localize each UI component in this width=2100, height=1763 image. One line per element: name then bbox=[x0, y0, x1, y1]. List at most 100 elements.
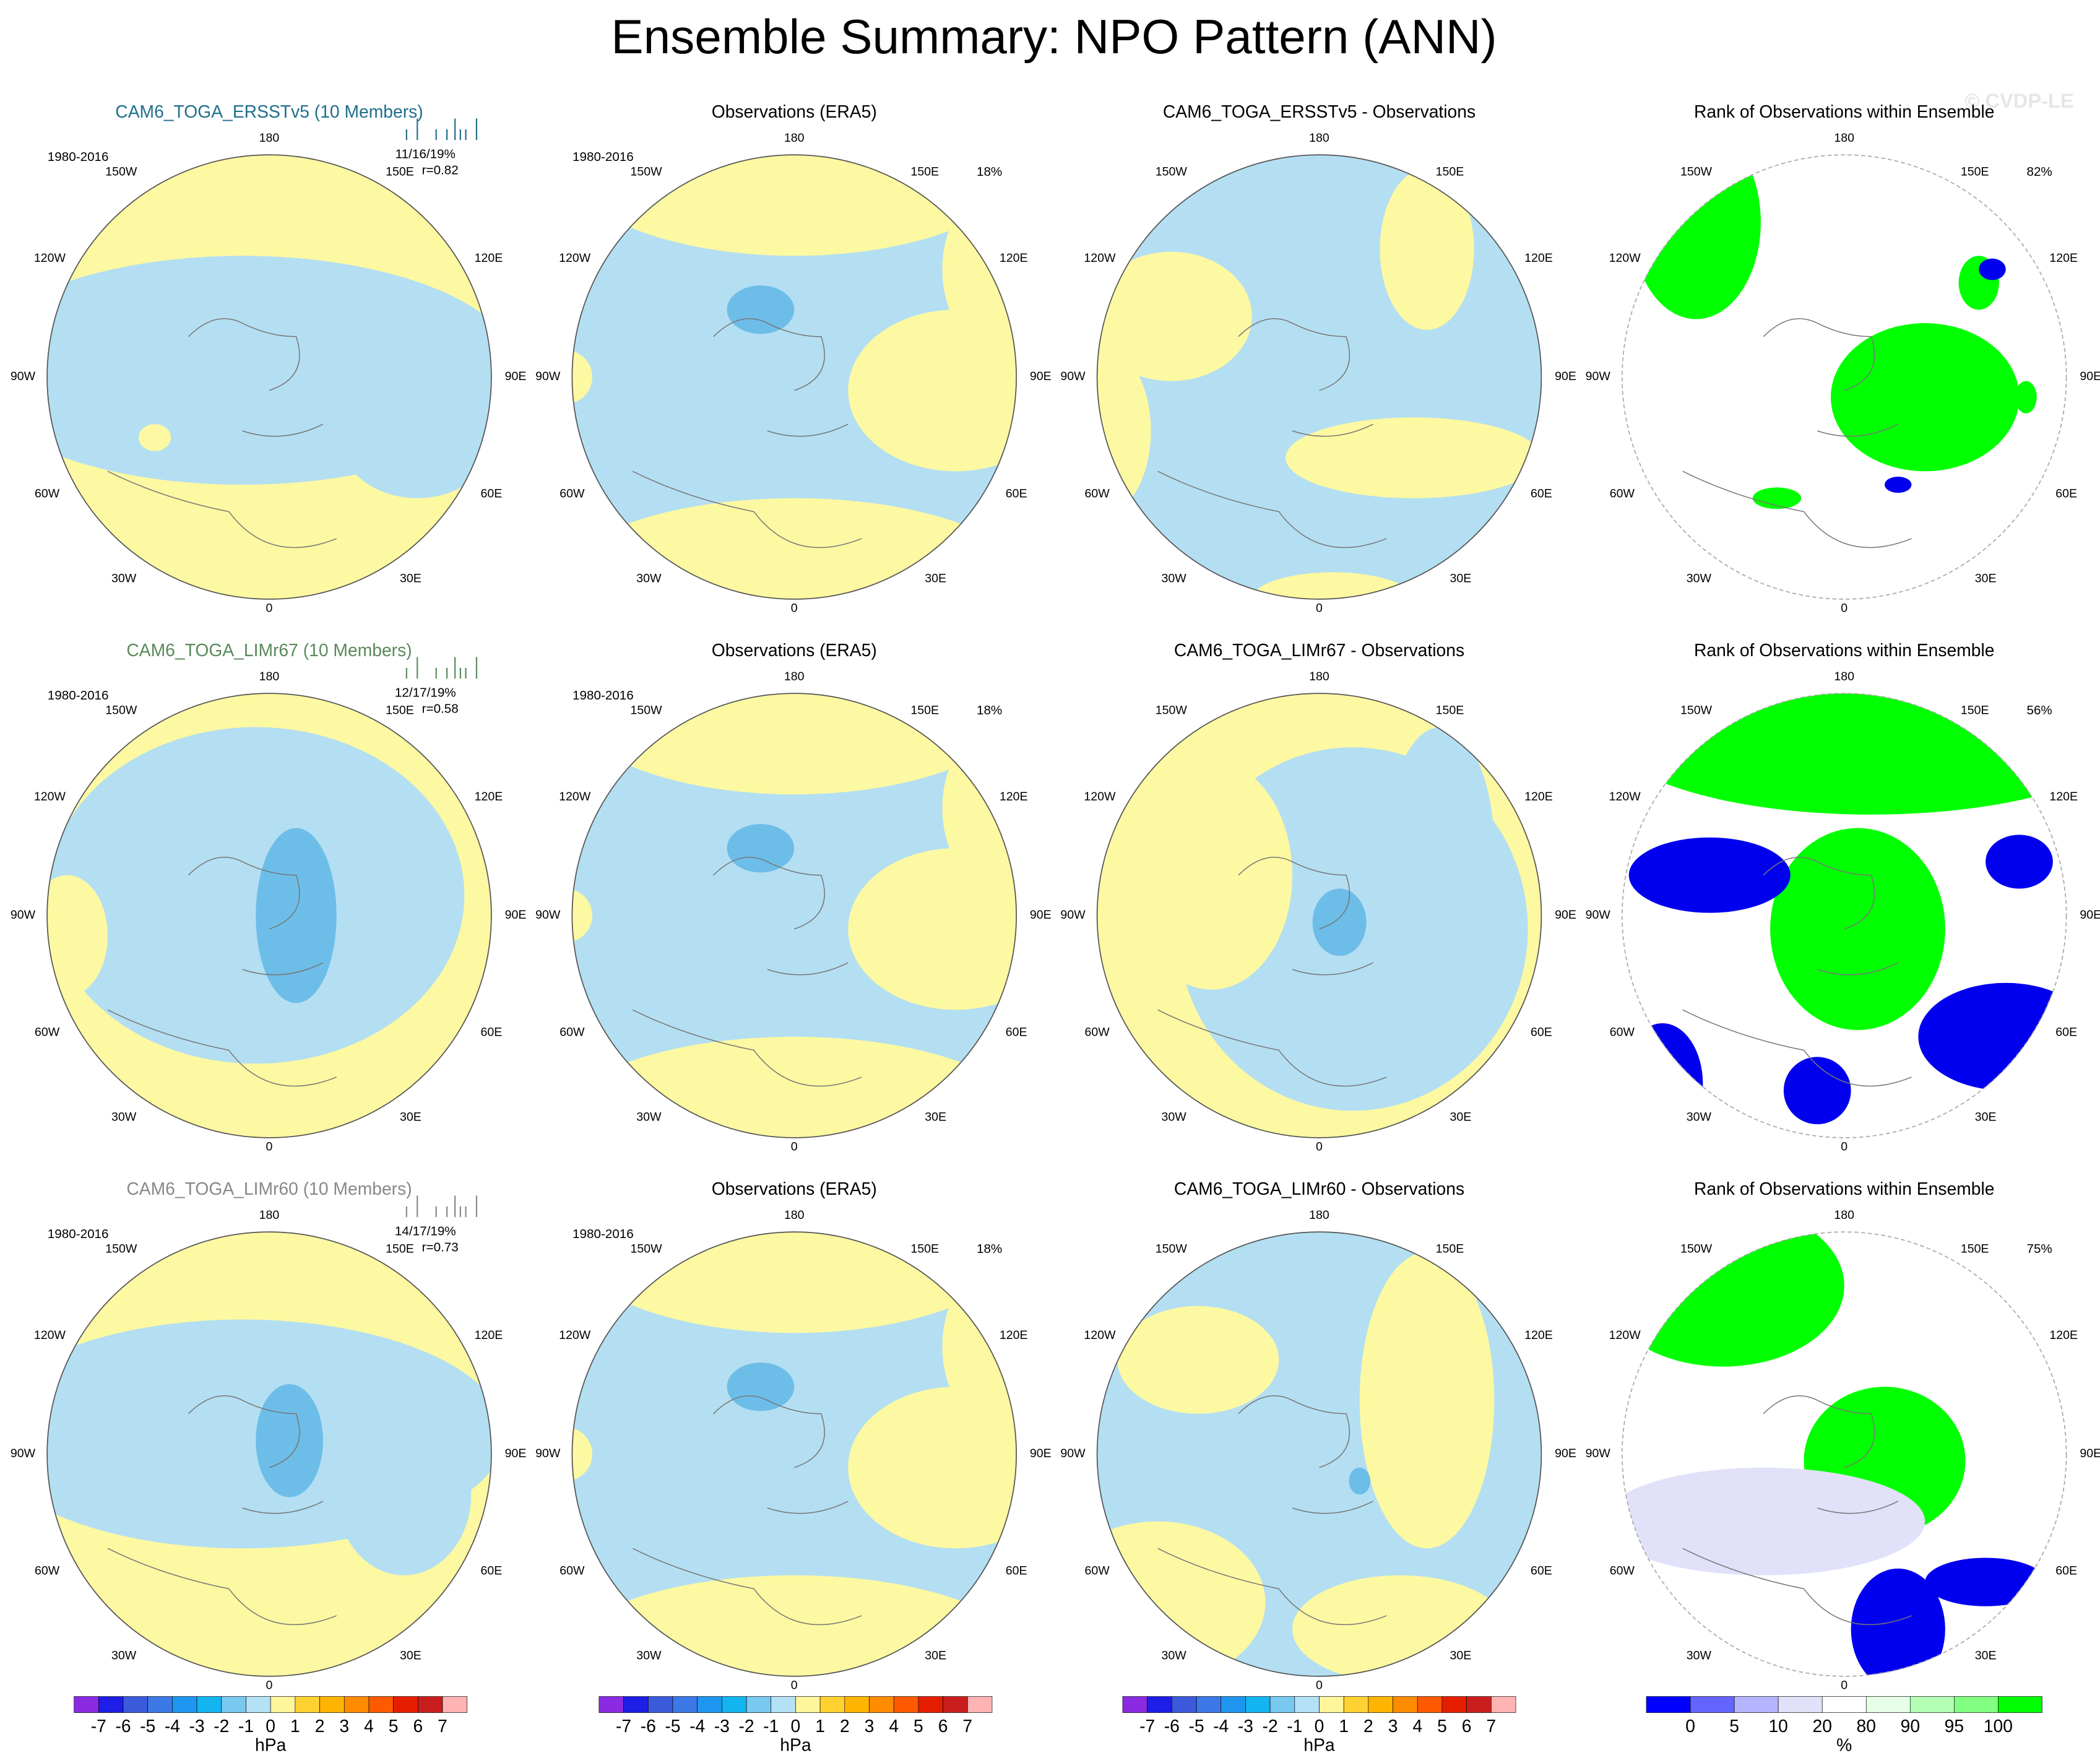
longitude-label: 90E bbox=[505, 370, 527, 383]
map-region bbox=[1349, 1467, 1371, 1495]
colorbar-label: 80 bbox=[1857, 1716, 1876, 1736]
longitude-label: 0 bbox=[1841, 1140, 1847, 1153]
map-outline bbox=[1096, 1231, 1542, 1677]
longitude-label: 90E bbox=[1030, 908, 1052, 922]
colorbar-label: 4 bbox=[889, 1716, 899, 1736]
colorbar-box bbox=[722, 1696, 747, 1713]
longitude-label: 150W bbox=[630, 165, 662, 179]
colorbar-box bbox=[270, 1696, 296, 1713]
colorbar-box bbox=[172, 1696, 197, 1713]
colorbar-label: 7 bbox=[438, 1716, 447, 1736]
longitude-label: 120W bbox=[1609, 790, 1641, 804]
longitude-label: 30W bbox=[636, 1648, 662, 1662]
colorbar-box bbox=[221, 1696, 246, 1713]
longitude-label: 0 bbox=[1316, 1678, 1323, 1692]
map-region bbox=[47, 727, 465, 1064]
colorbar-box bbox=[1998, 1696, 2042, 1713]
colorbar-box bbox=[623, 1696, 649, 1713]
longitude-label: 30W bbox=[1161, 1648, 1186, 1662]
stats-label: 12/17/19% bbox=[395, 686, 456, 700]
colorbar-label: 20 bbox=[1812, 1716, 1831, 1736]
map-region bbox=[727, 285, 795, 334]
longitude-label: 30W bbox=[1687, 571, 1712, 585]
panel-title: CAM6_TOGA_ERSSTv5 - Observations bbox=[1163, 102, 1476, 121]
colorbar-box bbox=[418, 1696, 443, 1713]
stats-label: 11/16/19% bbox=[395, 147, 456, 162]
coastline bbox=[1682, 318, 1912, 548]
longitude-label: 30E bbox=[1450, 1110, 1471, 1124]
correlation-label: r=0.82 bbox=[422, 163, 459, 178]
longitude-label: 30E bbox=[1975, 1648, 1997, 1662]
longitude-label: 120E bbox=[1000, 251, 1028, 265]
panel-title: Observations (ERA5) bbox=[712, 102, 877, 121]
longitude-label: 150E bbox=[910, 1242, 939, 1256]
longitude-label: 150E bbox=[1436, 165, 1464, 179]
colorbar-box bbox=[295, 1696, 320, 1713]
longitude-label: 30W bbox=[1161, 571, 1186, 585]
longitude-label: 150W bbox=[1156, 1242, 1188, 1256]
longitude-label: 0 bbox=[1316, 1140, 1323, 1153]
figure-title: Ensemble Summary: NPO Pattern (ANN) bbox=[611, 9, 1497, 64]
longitude-label: 30W bbox=[636, 571, 662, 585]
longitude-label: 90E bbox=[1030, 370, 1052, 383]
percent-label: 18% bbox=[977, 1242, 1002, 1256]
map-region bbox=[1117, 1306, 1279, 1414]
longitude-label: 60E bbox=[2055, 1025, 2077, 1039]
percent-label: 56% bbox=[2026, 703, 2052, 717]
longitude-label: 120W bbox=[559, 251, 591, 265]
longitude-label: 150E bbox=[1436, 704, 1464, 717]
longitude-label: 60E bbox=[1531, 1564, 1552, 1577]
colorbar-box bbox=[1294, 1696, 1320, 1713]
longitude-label: 120E bbox=[475, 1328, 503, 1342]
period-label: 1980-2016 bbox=[573, 150, 634, 164]
longitude-label: 90W bbox=[1586, 370, 1611, 383]
map-fill bbox=[47, 1232, 491, 1676]
percent-label: 18% bbox=[977, 165, 1002, 179]
longitude-label: 180 bbox=[784, 1208, 805, 1222]
longitude-label: 150W bbox=[630, 1242, 662, 1256]
map-region bbox=[1622, 1467, 1925, 1575]
colorbar-label: 3 bbox=[865, 1716, 875, 1736]
coastline bbox=[1157, 857, 1387, 1087]
longitude-label: 150E bbox=[1961, 1242, 1989, 1256]
map-panel bbox=[1097, 155, 1542, 599]
longitude-label: 90E bbox=[505, 908, 527, 922]
colorbar-box bbox=[368, 1696, 394, 1713]
colorbar-label: -1 bbox=[763, 1716, 779, 1736]
period-label: 1980-2016 bbox=[573, 1227, 634, 1241]
longitude-label: 120W bbox=[1084, 1328, 1116, 1342]
map-region bbox=[1097, 251, 1252, 381]
longitude-label: 150E bbox=[1961, 704, 1989, 717]
colorbar-box bbox=[1646, 1696, 1691, 1713]
map-outline bbox=[1622, 693, 2067, 1138]
map-outline bbox=[46, 154, 492, 600]
panel-title: CAM6_TOGA_LIMr67 (10 Members) bbox=[126, 640, 412, 660]
colorbar-label: -3 bbox=[189, 1716, 205, 1736]
longitude-label: 120E bbox=[1524, 790, 1553, 804]
longitude-label: 120E bbox=[2049, 1328, 2078, 1342]
map-region bbox=[572, 1036, 1017, 1138]
longitude-label: 30E bbox=[400, 1110, 421, 1124]
colorbar-box bbox=[943, 1696, 968, 1713]
colorbar-label: 2 bbox=[840, 1716, 850, 1736]
longitude-label: 180 bbox=[1309, 131, 1329, 145]
correlation-label: r=0.73 bbox=[422, 1241, 459, 1255]
colorbar-box bbox=[844, 1696, 870, 1713]
colorbar-box bbox=[1221, 1696, 1246, 1713]
map-panel bbox=[572, 155, 1017, 599]
panel-title: CAM6_TOGA_ERSSTv5 (10 Members) bbox=[115, 102, 423, 121]
coastline bbox=[632, 318, 862, 548]
longitude-label: 90E bbox=[505, 1447, 527, 1460]
colorbar-box bbox=[795, 1696, 821, 1713]
map-panel bbox=[47, 1232, 491, 1676]
longitude-label: 150E bbox=[1436, 1242, 1464, 1256]
longitude-label: 150W bbox=[1156, 704, 1188, 717]
map-region bbox=[1131, 760, 1292, 990]
colorbar-box bbox=[893, 1696, 919, 1713]
longitude-label: 90W bbox=[11, 370, 36, 383]
colorbar-label: 1 bbox=[815, 1716, 825, 1736]
map-region bbox=[256, 828, 337, 1003]
colorbar-box bbox=[1909, 1696, 1955, 1713]
panel-title: Rank of Observations within Ensemble bbox=[1694, 102, 1994, 121]
